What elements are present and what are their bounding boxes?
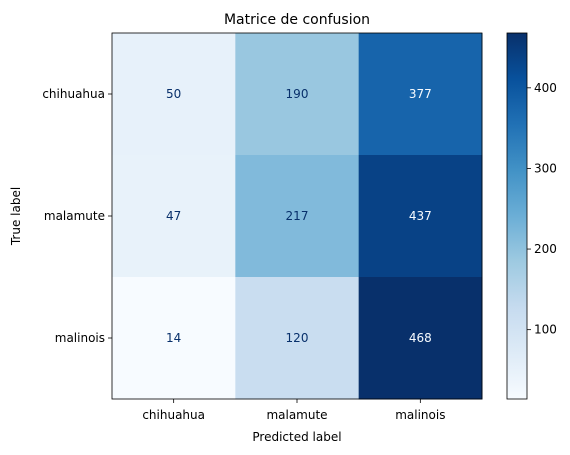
- y-tick-label: malinois: [55, 331, 105, 345]
- heatmap-cell: [235, 277, 360, 400]
- heatmap-cell-labels: 50 190 377 47 217 437 14 120 468: [166, 87, 432, 345]
- cell-value-label: 50: [166, 87, 181, 101]
- cell-value-label: 437: [409, 209, 432, 223]
- cell-value-label: 468: [409, 331, 432, 345]
- cell-value-label: 217: [286, 209, 309, 223]
- heatmap-cell: [112, 155, 236, 278]
- heatmap-cell: [235, 155, 360, 278]
- cell-value-label: 377: [409, 87, 432, 101]
- cell-value-label: 14: [166, 331, 181, 345]
- x-tick-label: malamute: [266, 408, 327, 422]
- colorbar-tick-label: 300: [534, 161, 557, 175]
- colorbar-tick-label: 200: [534, 242, 557, 256]
- y-axis-label: True label: [9, 187, 23, 246]
- heatmap-cells: [112, 33, 483, 400]
- cell-value-label: 47: [166, 209, 181, 223]
- colorbar-tick-label: 400: [534, 81, 557, 95]
- x-tick-label: malinois: [395, 408, 445, 422]
- colorbar-tick-label: 100: [534, 323, 557, 337]
- x-tick-label: chihuahua: [142, 408, 205, 422]
- cell-value-label: 120: [286, 331, 309, 345]
- heatmap-cell: [112, 277, 236, 400]
- colorbar-ticks: 100 200 300 400: [527, 81, 557, 337]
- heatmap-cell: [235, 33, 360, 156]
- x-axis-ticks: chihuahua malamute malinois: [142, 399, 445, 422]
- cell-value-label: 190: [286, 87, 309, 101]
- heatmap-cell: [358, 277, 483, 400]
- x-axis-label: Predicted label: [252, 430, 341, 444]
- heatmap-cell: [358, 33, 483, 156]
- y-tick-label: chihuahua: [42, 87, 105, 101]
- colorbar: [506, 32, 528, 400]
- y-tick-label: malamute: [44, 209, 105, 223]
- heatmap-cell: [112, 33, 236, 156]
- y-axis-ticks: chihuahua malamute malinois: [42, 87, 112, 345]
- heatmap-cell: [358, 155, 483, 278]
- chart-title: Matrice de confusion: [224, 12, 370, 28]
